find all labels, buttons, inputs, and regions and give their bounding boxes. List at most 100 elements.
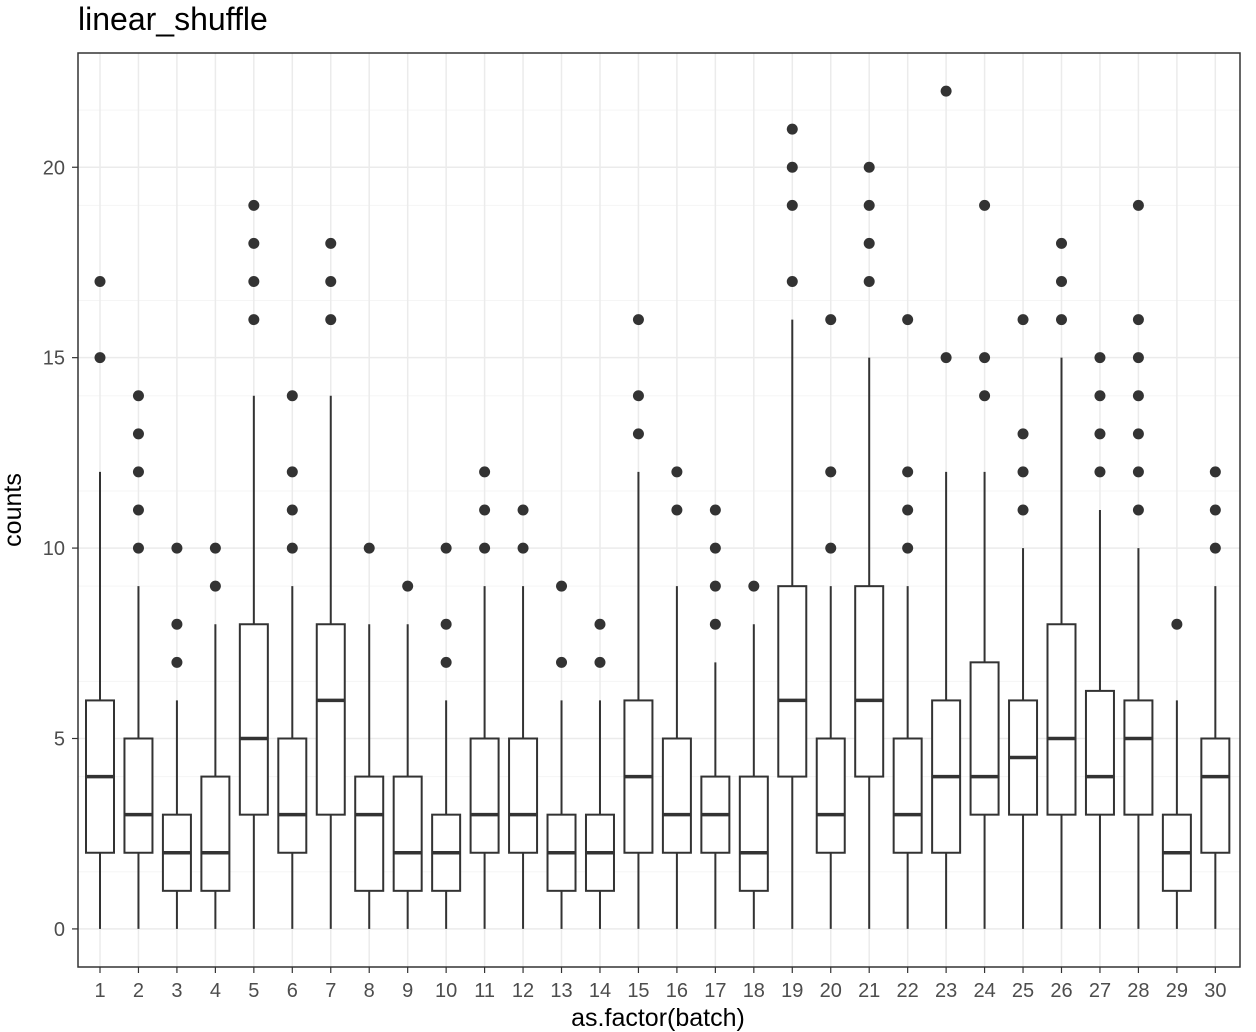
outlier-point — [979, 352, 991, 364]
outlier-point — [440, 542, 452, 554]
box-batch-14 — [584, 618, 615, 929]
outlier-point — [594, 656, 606, 668]
x-tick-label: 19 — [781, 980, 803, 1002]
outlier-point — [1209, 466, 1221, 478]
x-tick-label: 16 — [666, 980, 688, 1002]
x-tick-label: 20 — [820, 980, 842, 1002]
outlier-point — [132, 428, 144, 440]
x-tick-label: 26 — [1050, 980, 1072, 1002]
grid — [78, 53, 1240, 968]
x-tick-label: 22 — [897, 980, 919, 1002]
box-iqr — [469, 737, 500, 854]
outlier-point — [1017, 314, 1029, 326]
x-tick-label: 15 — [627, 980, 649, 1002]
box-batch-12 — [508, 504, 539, 929]
outlier-point — [286, 466, 298, 478]
outlier-point — [94, 276, 106, 287]
y-axis-title: counts — [0, 473, 27, 547]
box-batch-19 — [777, 123, 808, 929]
x-tick-label: 5 — [248, 980, 259, 1002]
outlier-point — [1132, 199, 1144, 211]
outlier-point — [632, 314, 644, 326]
outlier-point — [940, 352, 952, 364]
x-tick-label: 12 — [512, 980, 534, 1002]
outlier-point — [748, 580, 760, 592]
outlier-point — [402, 580, 414, 592]
outlier-point — [902, 314, 914, 326]
outlier-point — [1094, 428, 1106, 440]
box-batch-8 — [354, 542, 385, 929]
box-iqr — [1046, 623, 1077, 816]
box-batch-26 — [1046, 237, 1077, 929]
outlier-point — [286, 504, 298, 516]
box-batch-1 — [85, 276, 115, 929]
x-tick-label: 9 — [402, 980, 413, 1002]
box-iqr — [1123, 699, 1154, 816]
box-batch-21 — [854, 161, 885, 929]
box-batch-2 — [123, 390, 154, 929]
outlier-point — [556, 580, 568, 592]
outlier-point — [1209, 504, 1221, 516]
box-iqr — [777, 585, 808, 778]
box-batch-29 — [1161, 618, 1192, 929]
outlier-point — [786, 276, 798, 287]
outlier-point — [94, 352, 106, 364]
box-batch-20 — [815, 314, 846, 929]
outlier-point — [1132, 504, 1144, 516]
box-batch-11 — [469, 466, 500, 929]
outlier-point — [979, 199, 991, 211]
outlier-point — [1094, 466, 1106, 478]
outlier-point — [556, 656, 568, 668]
box-batch-27 — [1084, 352, 1115, 929]
outlier-point — [1056, 276, 1067, 287]
x-tick-label: 7 — [325, 980, 336, 1002]
outlier-point — [1017, 504, 1029, 516]
outlier-point — [671, 504, 683, 516]
outlier-point — [979, 390, 991, 402]
outlier-point — [709, 618, 721, 630]
outlier-point — [440, 618, 452, 630]
box-batch-13 — [546, 580, 577, 929]
x-axis-ticks — [99, 967, 1216, 973]
outlier-point — [171, 656, 183, 668]
y-tick-label: 0 — [54, 919, 65, 941]
outlier-point — [902, 542, 914, 554]
outlier-point — [1132, 390, 1144, 402]
box-iqr — [892, 737, 923, 854]
box-batch-22 — [892, 314, 923, 929]
outlier-point — [286, 542, 298, 554]
box-iqr — [123, 737, 154, 854]
box-iqr — [969, 661, 1000, 816]
box-iqr — [508, 737, 539, 854]
outlier-point — [286, 390, 298, 402]
boxes — [85, 85, 1231, 929]
x-axis-tick-labels: 1 2 3 4 5 6 7 8 9 10 11 12 13 14 15 16 17 18 19 20 21 22 23 24 2… — [94, 980, 1226, 1002]
box-batch-5 — [238, 199, 269, 929]
outlier-point — [248, 276, 260, 287]
x-tick-label: 23 — [935, 980, 957, 1002]
x-tick-label: 14 — [589, 980, 611, 1002]
x-tick-label: 30 — [1204, 980, 1226, 1002]
panel-border — [77, 52, 1241, 968]
box-iqr — [238, 623, 269, 816]
outlier-point — [132, 504, 144, 516]
box-iqr — [277, 737, 308, 854]
outlier-point — [632, 428, 644, 440]
outlier-point — [248, 237, 260, 249]
outlier-point — [517, 504, 529, 516]
box-batch-15 — [623, 314, 654, 929]
outlier-point — [863, 237, 875, 249]
outlier-point — [517, 542, 529, 554]
x-tick-label: 11 — [474, 980, 495, 1002]
box-batch-6 — [277, 390, 308, 929]
box-batch-23 — [931, 85, 962, 929]
box-iqr — [354, 775, 385, 892]
x-tick-label: 1 — [94, 980, 105, 1002]
outlier-point — [479, 504, 491, 516]
outlier-point — [632, 390, 644, 402]
box-iqr — [1084, 689, 1115, 816]
outlier-point — [786, 123, 798, 135]
outlier-point — [825, 314, 837, 326]
outlier-point — [1132, 428, 1144, 440]
outlier-point — [594, 618, 606, 630]
